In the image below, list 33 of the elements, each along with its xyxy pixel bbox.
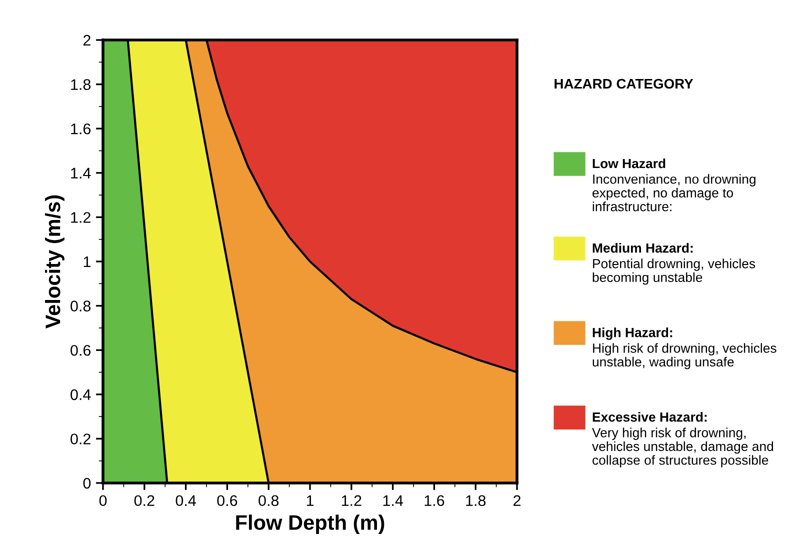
legend-label: Medium Hazard:	[592, 243, 693, 253]
y-tick-label: 1.8	[71, 79, 91, 90]
x-tick-label: 0.4	[176, 495, 196, 506]
x-tick-label: 0.6	[217, 495, 238, 506]
y-tick-label: 1.4	[71, 168, 91, 178]
x-tick-label: 0.8	[258, 495, 279, 506]
y-tick-label: 1	[84, 256, 90, 268]
x-tick-label: 1.4	[383, 495, 403, 506]
x-tick-label: 0	[99, 495, 107, 506]
legend-label: Low Hazard	[592, 158, 666, 168]
x-tick-label: 1	[306, 495, 314, 506]
y-tick-label: 0.2	[70, 434, 90, 444]
text: Potential drowning, vehicles becoming unstable	[592, 258, 756, 285]
x-axis-title: Flow Depth (m)	[236, 514, 384, 534]
x-tick-label: 1.6	[424, 495, 444, 506]
y-tick-label: 2	[83, 34, 90, 46]
text: High risk of drowning, vechicles unstable, wading unsafe	[592, 343, 776, 370]
x-tick-label: 0.2	[134, 495, 154, 506]
y-tick-label: 0.6	[70, 344, 91, 356]
x-tick-label: 1.8	[466, 495, 486, 506]
legend-title: HAZARD CATEGORY	[554, 78, 694, 89]
y-tick-label: 1.6	[71, 123, 91, 134]
y-tick-label: 0	[83, 478, 91, 489]
legend-label: High Hazard:	[592, 328, 672, 340]
y-tick-label: 1.2	[71, 212, 90, 223]
x-tick-label: 2	[514, 495, 520, 506]
text: Very high risk of drowning, vehicles unstable, damage and collapse of structures possible	[592, 428, 774, 468]
y-axis-title: Velocity (m/s)	[44, 195, 64, 329]
y-tick-label: 0.8	[70, 300, 91, 312]
text: Inconveniance, no drowning expected, no damage to infrastructure:	[592, 174, 756, 212]
x-tick-label: 1.2	[342, 495, 362, 506]
y-tick-label: 0.4	[70, 389, 91, 400]
legend-label: Excessive Hazard:	[592, 412, 707, 422]
